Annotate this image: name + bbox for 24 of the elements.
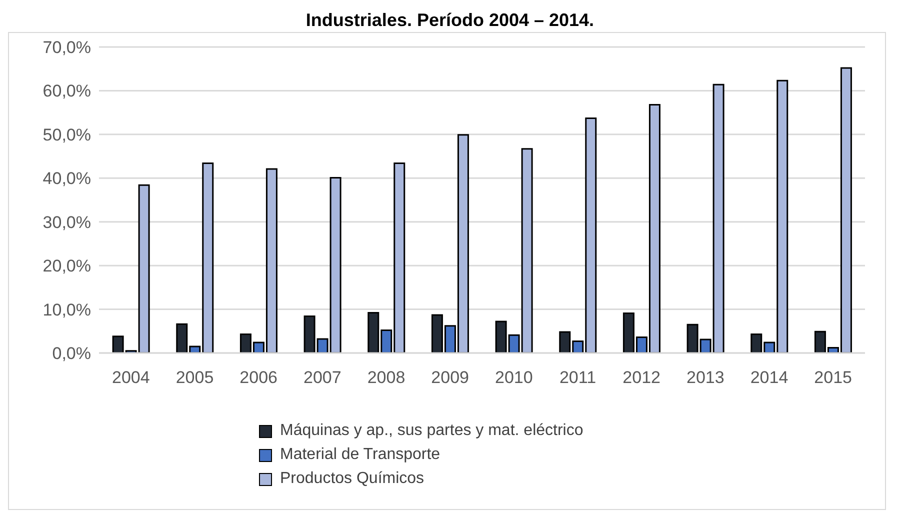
x-tick-label: 2007 (304, 368, 342, 388)
y-tick-label: 10,0% (42, 300, 91, 320)
chart-title: Industriales. Período 2004 – 2014. (304, 9, 596, 32)
legend-label: Material de Transporte (280, 445, 440, 465)
x-tick-label: 2013 (686, 368, 724, 388)
y-tick-label: 0,0% (52, 344, 91, 364)
y-tick-label: 70,0% (42, 38, 91, 58)
x-tick-label: 2006 (240, 368, 278, 388)
x-tick-label: 2004 (112, 368, 150, 388)
x-tick-label: 2011 (559, 368, 596, 388)
x-tick-label: 2012 (622, 368, 660, 388)
x-tick-label: 2005 (176, 368, 214, 388)
x-tick-label: 2015 (814, 368, 852, 388)
y-tick-label: 30,0% (42, 212, 91, 232)
legend-label: Productos Químicos (280, 469, 424, 489)
y-tick-label: 60,0% (42, 82, 91, 101)
x-tick-label: 2008 (367, 368, 406, 388)
x-tick-label: 2009 (431, 368, 469, 388)
legend-label: Máquinas y ap., sus partes y mat. eléctrico (280, 421, 584, 441)
y-tick-label: 50,0% (42, 125, 91, 144)
y-tick-label: 20,0% (42, 256, 91, 276)
x-tick-label: 2010 (495, 368, 533, 388)
y-tick-label: 40,0% (42, 169, 91, 188)
x-tick-label: 2014 (750, 368, 788, 388)
